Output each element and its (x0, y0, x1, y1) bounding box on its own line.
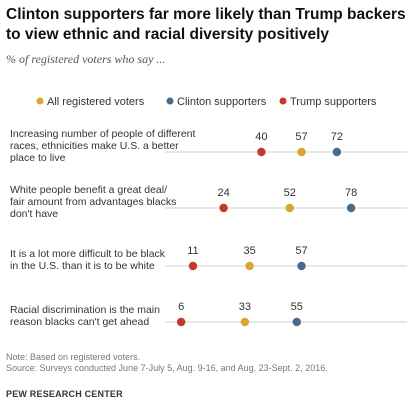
chart-notes: Note: Based on registered voters. Source… (6, 352, 328, 374)
dot-clinton-supporters-row-4 (292, 317, 301, 327)
category-label-3-line-1: It is a lot more difficult to be black (10, 248, 166, 260)
legend-label-clinton-supporters: Clinton supporters (177, 96, 267, 108)
value-label-clinton-supporters-row-2: 78 (345, 187, 357, 199)
category-label-1-line-2: races, ethnicities make U.S. a better (10, 140, 179, 152)
category-label-2-line-3: don't have (10, 208, 58, 220)
brand-logo-text: PEW RESEARCH CENTER (6, 389, 123, 399)
note-text: Note: Based on registered voters. (6, 352, 141, 362)
value-label-all-registered-voters-row-4: 33 (239, 301, 251, 313)
dot-trump-supporters-row-4 (176, 317, 186, 327)
chart-title: Clinton supporters far more likely than … (6, 6, 406, 43)
value-label-trump-supporters-row-1: 40 (255, 131, 267, 143)
legend-label-trump-supporters: Trump supporters (290, 96, 377, 108)
category-label-4-line-1: Racial discrimination is the main (10, 304, 160, 316)
category-label-2-line-1: White people benefit a great deal/ (10, 184, 167, 196)
dot-trump-supporters-row-3 (188, 261, 198, 271)
dot-clinton-supporters-row-1 (332, 147, 342, 157)
dot-trump-supporters-row-2 (219, 203, 228, 213)
dot-clinton-supporters-row-2 (346, 203, 356, 213)
category-label-2-line-2: fair amount from advantages blacks (10, 196, 176, 208)
legend-marker-trump-supporters (279, 97, 287, 105)
legend-marker-all-registered-voters (36, 97, 44, 105)
value-label-all-registered-voters-row-3: 35 (243, 245, 255, 257)
category-label-1-line-1: Increasing number of people of different (10, 128, 196, 140)
dot-clinton-supporters-row-3 (297, 261, 306, 271)
dot-all-registered-voters-row-2 (285, 203, 294, 213)
value-label-trump-supporters-row-4: 6 (178, 301, 184, 313)
dot-trump-supporters-row-1 (257, 147, 266, 157)
value-label-trump-supporters-row-2: 24 (218, 187, 230, 199)
dot-all-registered-voters-row-3 (245, 261, 254, 271)
dot-all-registered-voters-row-1 (297, 147, 306, 157)
legend-marker-clinton-supporters (166, 97, 174, 105)
category-label-4-line-2: reason blacks can't get ahead (10, 316, 149, 328)
category-label-3-line-2: in the U.S. than it is to be white (10, 260, 155, 272)
category-label-1-line-3: place to live (10, 152, 66, 164)
value-label-clinton-supporters-row-3: 57 (295, 245, 307, 257)
value-label-trump-supporters-row-3: 11 (187, 245, 198, 257)
dot-all-registered-voters-row-4 (240, 317, 250, 327)
value-label-clinton-supporters-row-4: 55 (291, 301, 303, 313)
value-label-all-registered-voters-row-1: 57 (295, 131, 307, 143)
source-text: Source: Surveys conducted June 7-July 5,… (6, 363, 328, 373)
chart-subtitle: % of registered voters who say ... (6, 52, 166, 66)
value-label-clinton-supporters-row-1: 72 (331, 131, 343, 143)
value-label-all-registered-voters-row-2: 52 (284, 187, 296, 199)
legend-label-all-registered-voters: All registered voters (47, 96, 145, 108)
